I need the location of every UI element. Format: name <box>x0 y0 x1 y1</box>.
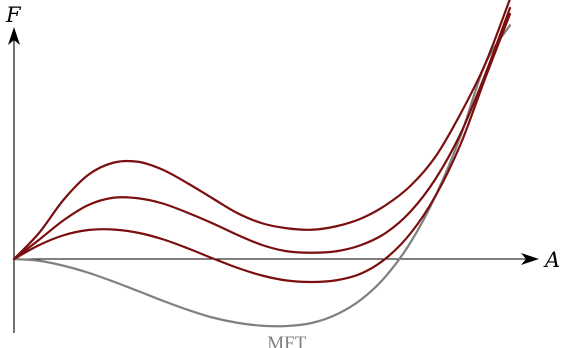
series-layer: MFT <box>12 0 512 348</box>
x-axis-label: A <box>543 248 560 272</box>
series-line-3 <box>12 0 511 261</box>
y-axis-arrow-icon <box>8 27 20 45</box>
axes: F A <box>5 3 560 333</box>
y-axis-label: F <box>5 3 22 27</box>
series-line-2 <box>12 6 512 261</box>
x-axis-arrow-icon <box>521 253 539 265</box>
series-label-mft: MFT <box>267 333 306 348</box>
series-line-1 <box>12 12 512 284</box>
